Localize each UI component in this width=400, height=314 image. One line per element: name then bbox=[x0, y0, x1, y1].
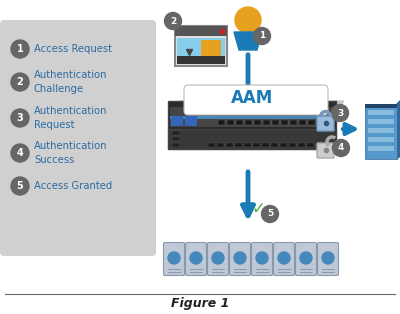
FancyBboxPatch shape bbox=[298, 143, 305, 147]
Text: 1: 1 bbox=[259, 31, 265, 41]
FancyBboxPatch shape bbox=[164, 242, 184, 275]
FancyBboxPatch shape bbox=[208, 242, 228, 275]
Text: 5: 5 bbox=[17, 181, 23, 191]
FancyBboxPatch shape bbox=[289, 143, 296, 147]
FancyBboxPatch shape bbox=[218, 120, 225, 125]
FancyBboxPatch shape bbox=[172, 137, 180, 141]
FancyBboxPatch shape bbox=[170, 116, 334, 119]
FancyBboxPatch shape bbox=[325, 143, 332, 147]
FancyBboxPatch shape bbox=[368, 119, 394, 124]
FancyBboxPatch shape bbox=[168, 129, 336, 149]
Text: Authentication
Request: Authentication Request bbox=[34, 106, 108, 130]
FancyBboxPatch shape bbox=[368, 137, 394, 142]
FancyBboxPatch shape bbox=[235, 143, 242, 147]
Text: 3: 3 bbox=[337, 109, 343, 117]
FancyBboxPatch shape bbox=[252, 242, 272, 275]
Circle shape bbox=[164, 13, 182, 30]
FancyBboxPatch shape bbox=[318, 242, 338, 275]
FancyBboxPatch shape bbox=[185, 116, 197, 126]
FancyBboxPatch shape bbox=[316, 143, 323, 147]
Circle shape bbox=[332, 105, 348, 122]
Circle shape bbox=[332, 139, 350, 156]
FancyBboxPatch shape bbox=[170, 107, 334, 127]
FancyBboxPatch shape bbox=[227, 120, 234, 125]
FancyBboxPatch shape bbox=[172, 143, 180, 147]
Circle shape bbox=[168, 252, 180, 264]
FancyBboxPatch shape bbox=[244, 143, 251, 147]
Text: Access Granted: Access Granted bbox=[34, 181, 112, 191]
FancyBboxPatch shape bbox=[365, 104, 397, 159]
FancyBboxPatch shape bbox=[290, 120, 297, 125]
FancyBboxPatch shape bbox=[368, 146, 394, 151]
FancyBboxPatch shape bbox=[272, 120, 279, 125]
FancyBboxPatch shape bbox=[0, 20, 156, 256]
Polygon shape bbox=[172, 101, 344, 113]
FancyBboxPatch shape bbox=[317, 116, 334, 131]
Text: Access Request: Access Request bbox=[34, 44, 112, 54]
FancyBboxPatch shape bbox=[186, 242, 206, 275]
Text: 2: 2 bbox=[17, 77, 23, 87]
Circle shape bbox=[11, 40, 29, 58]
Text: Authentication
Challenge: Authentication Challenge bbox=[34, 70, 108, 94]
Text: 4: 4 bbox=[338, 143, 344, 153]
FancyBboxPatch shape bbox=[365, 104, 397, 108]
Circle shape bbox=[11, 177, 29, 195]
FancyBboxPatch shape bbox=[299, 120, 306, 125]
Circle shape bbox=[322, 252, 334, 264]
Text: Authentication
Success: Authentication Success bbox=[34, 141, 108, 165]
FancyBboxPatch shape bbox=[253, 143, 260, 147]
FancyBboxPatch shape bbox=[217, 143, 224, 147]
FancyBboxPatch shape bbox=[262, 143, 269, 147]
FancyBboxPatch shape bbox=[307, 143, 314, 147]
FancyBboxPatch shape bbox=[175, 26, 227, 36]
Circle shape bbox=[212, 252, 224, 264]
Text: 4: 4 bbox=[17, 148, 23, 158]
FancyBboxPatch shape bbox=[281, 120, 288, 125]
Text: 1: 1 bbox=[17, 44, 23, 54]
FancyBboxPatch shape bbox=[368, 128, 394, 133]
Text: 5: 5 bbox=[267, 209, 273, 219]
FancyBboxPatch shape bbox=[171, 116, 183, 126]
FancyBboxPatch shape bbox=[308, 120, 315, 125]
FancyBboxPatch shape bbox=[236, 120, 243, 125]
FancyBboxPatch shape bbox=[245, 120, 252, 125]
Text: 2: 2 bbox=[170, 17, 176, 25]
FancyBboxPatch shape bbox=[368, 110, 394, 115]
FancyBboxPatch shape bbox=[296, 242, 316, 275]
FancyBboxPatch shape bbox=[254, 120, 261, 125]
Circle shape bbox=[190, 252, 202, 264]
Circle shape bbox=[11, 144, 29, 162]
Polygon shape bbox=[397, 96, 400, 159]
FancyBboxPatch shape bbox=[175, 26, 227, 66]
Text: AAM: AAM bbox=[231, 89, 273, 107]
FancyBboxPatch shape bbox=[177, 56, 225, 64]
FancyBboxPatch shape bbox=[274, 242, 294, 275]
Polygon shape bbox=[234, 32, 262, 50]
Circle shape bbox=[254, 28, 270, 45]
Text: 3: 3 bbox=[17, 113, 23, 123]
Circle shape bbox=[256, 252, 268, 264]
Circle shape bbox=[262, 205, 278, 223]
FancyBboxPatch shape bbox=[168, 101, 336, 149]
FancyBboxPatch shape bbox=[263, 120, 270, 125]
Circle shape bbox=[11, 73, 29, 91]
FancyBboxPatch shape bbox=[172, 131, 180, 135]
FancyBboxPatch shape bbox=[230, 242, 250, 275]
FancyBboxPatch shape bbox=[177, 38, 225, 64]
FancyBboxPatch shape bbox=[317, 120, 324, 125]
Circle shape bbox=[278, 252, 290, 264]
Circle shape bbox=[234, 252, 246, 264]
FancyBboxPatch shape bbox=[184, 85, 328, 115]
FancyBboxPatch shape bbox=[271, 143, 278, 147]
FancyBboxPatch shape bbox=[317, 143, 334, 158]
Circle shape bbox=[235, 7, 261, 33]
FancyBboxPatch shape bbox=[201, 40, 221, 58]
Text: Figure 1: Figure 1 bbox=[171, 296, 229, 310]
FancyBboxPatch shape bbox=[208, 143, 215, 147]
Circle shape bbox=[11, 109, 29, 127]
FancyBboxPatch shape bbox=[280, 143, 287, 147]
Circle shape bbox=[300, 252, 312, 264]
Text: ✓: ✓ bbox=[251, 200, 265, 218]
FancyBboxPatch shape bbox=[226, 143, 233, 147]
